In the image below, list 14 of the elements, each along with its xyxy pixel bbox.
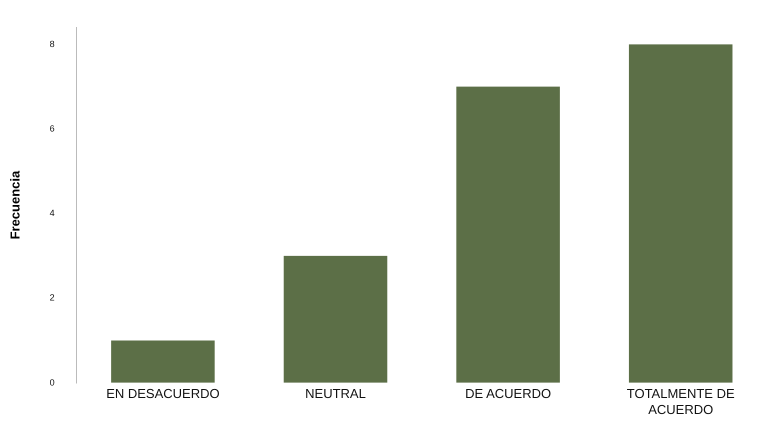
x-tick-label: EN DESACUERDO (106, 386, 220, 402)
bar (628, 44, 732, 383)
y-axis-title: Frecuencia (7, 170, 22, 240)
x-tick-label: NEUTRAL (305, 386, 366, 402)
y-tick-label: 0 (50, 377, 55, 388)
bar (456, 86, 560, 383)
x-tick-label: TOTALMENTE DE ACUERDO (626, 386, 735, 417)
y-tick-label: 8 (50, 38, 55, 49)
bar (111, 340, 215, 383)
x-tick-label: DE ACUERDO (465, 386, 552, 402)
bar (284, 256, 388, 383)
y-tick-label: 6 (50, 123, 55, 134)
y-tick-label: 4 (50, 208, 55, 218)
y-tick-label: 2 (50, 292, 55, 303)
